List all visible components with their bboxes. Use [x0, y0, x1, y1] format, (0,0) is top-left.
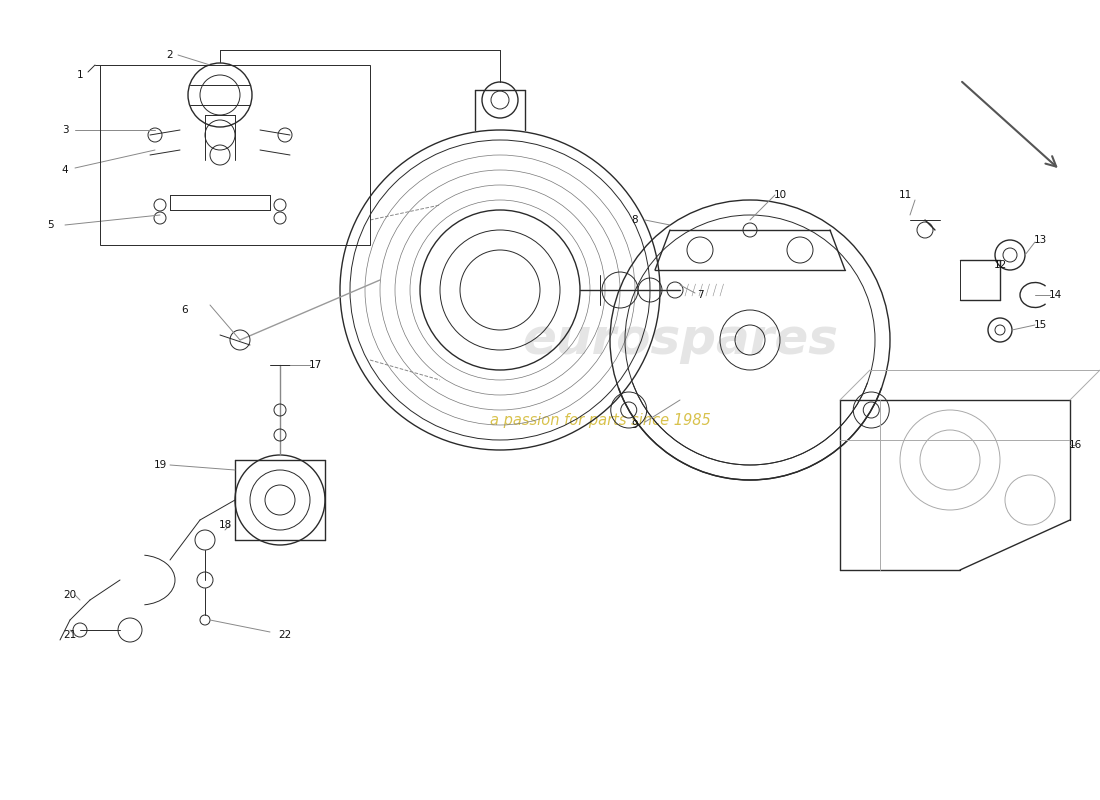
Text: 4: 4	[62, 165, 68, 175]
Text: 18: 18	[219, 520, 232, 530]
Text: 11: 11	[899, 190, 912, 200]
Text: 12: 12	[993, 260, 1007, 270]
Text: 16: 16	[1068, 440, 1081, 450]
Text: 1: 1	[77, 70, 84, 80]
Text: 5: 5	[46, 220, 53, 230]
Text: 14: 14	[1048, 290, 1062, 300]
Text: 21: 21	[64, 630, 77, 640]
Text: 19: 19	[153, 460, 166, 470]
Bar	[100, 65, 370, 245]
Text: 15: 15	[1033, 320, 1046, 330]
Text: 22: 22	[278, 630, 292, 640]
Text: 17: 17	[308, 360, 321, 370]
Text: 13: 13	[1033, 235, 1046, 245]
Text: eurospares: eurospares	[522, 316, 838, 364]
Text: 6: 6	[182, 305, 188, 315]
Text: 3: 3	[62, 125, 68, 135]
Text: 8: 8	[631, 215, 638, 225]
Text: 9: 9	[631, 420, 638, 430]
Text: 2: 2	[167, 50, 174, 60]
Text: 10: 10	[773, 190, 786, 200]
FancyArrowPatch shape	[962, 82, 1056, 166]
Text: 20: 20	[64, 590, 77, 600]
Text: 7: 7	[696, 290, 703, 300]
Text: a passion for parts since 1985: a passion for parts since 1985	[490, 413, 711, 427]
